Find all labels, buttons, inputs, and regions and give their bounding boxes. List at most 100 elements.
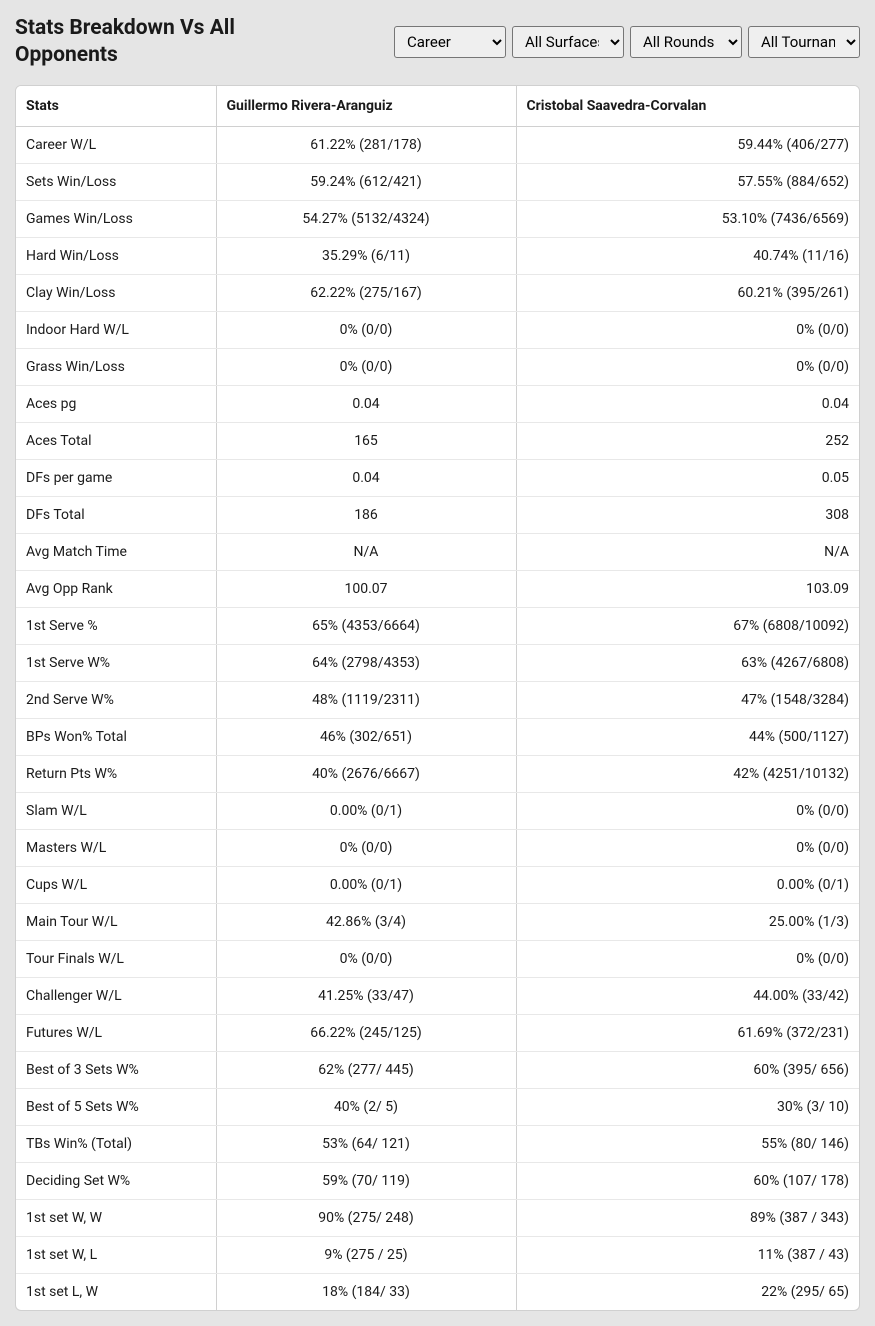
table-header-row: Stats Guillermo Rivera-Aranguiz Cristoba… [16, 86, 859, 127]
player1-value: 100.07 [216, 570, 516, 607]
player2-value: 103.09 [516, 570, 859, 607]
player2-value: 47% (1548/3284) [516, 681, 859, 718]
player2-value: 60.21% (395/261) [516, 274, 859, 311]
table-row: 1st set W, W90% (275/ 248)89% (387 / 343… [16, 1199, 859, 1236]
stat-label: Sets Win/Loss [16, 163, 216, 200]
player1-value: 0% (0/0) [216, 311, 516, 348]
player2-value: 11% (387 / 43) [516, 1236, 859, 1273]
stat-label: Indoor Hard W/L [16, 311, 216, 348]
player2-value: 0% (0/0) [516, 311, 859, 348]
player1-value: 0% (0/0) [216, 940, 516, 977]
player1-value: 59.24% (612/421) [216, 163, 516, 200]
table-row: Slam W/L0.00% (0/1)0% (0/0) [16, 792, 859, 829]
player2-value: 0% (0/0) [516, 829, 859, 866]
stats-table: Stats Guillermo Rivera-Aranguiz Cristoba… [16, 86, 859, 1310]
player2-value: 67% (6808/10092) [516, 607, 859, 644]
stat-label: Aces Total [16, 422, 216, 459]
page-title: Stats Breakdown Vs All Opponents [15, 15, 315, 70]
player1-value: 53% (64/ 121) [216, 1125, 516, 1162]
table-row: 2nd Serve W%48% (1119/2311)47% (1548/328… [16, 681, 859, 718]
filter-rounds[interactable]: All Rounds [630, 26, 742, 58]
table-row: Masters W/L0% (0/0)0% (0/0) [16, 829, 859, 866]
player2-value: 30% (3/ 10) [516, 1088, 859, 1125]
stat-label: Clay Win/Loss [16, 274, 216, 311]
table-row: Challenger W/L41.25% (33/47)44.00% (33/4… [16, 977, 859, 1014]
filter-career[interactable]: Career [394, 26, 506, 58]
player1-value: 186 [216, 496, 516, 533]
player2-value: N/A [516, 533, 859, 570]
player1-value: 41.25% (33/47) [216, 977, 516, 1014]
table-row: Aces Total165252 [16, 422, 859, 459]
table-row: Best of 3 Sets W%62% (277/ 445)60% (395/… [16, 1051, 859, 1088]
player1-value: N/A [216, 533, 516, 570]
stat-label: BPs Won% Total [16, 718, 216, 755]
player1-value: 54.27% (5132/4324) [216, 200, 516, 237]
player2-value: 0.04 [516, 385, 859, 422]
stat-label: Avg Match Time [16, 533, 216, 570]
stat-label: Slam W/L [16, 792, 216, 829]
stat-label: Best of 3 Sets W% [16, 1051, 216, 1088]
table-row: Return Pts W%40% (2676/6667)42% (4251/10… [16, 755, 859, 792]
player1-value: 59% (70/ 119) [216, 1162, 516, 1199]
player2-value: 25.00% (1/3) [516, 903, 859, 940]
table-row: 1st Serve %65% (4353/6664)67% (6808/1009… [16, 607, 859, 644]
filter-surface[interactable]: All Surfaces [512, 26, 624, 58]
column-header-player1: Guillermo Rivera-Aranguiz [216, 86, 516, 127]
player2-value: 40.74% (11/16) [516, 237, 859, 274]
player2-value: 60% (395/ 656) [516, 1051, 859, 1088]
player1-value: 46% (302/651) [216, 718, 516, 755]
stat-label: Aces pg [16, 385, 216, 422]
table-row: Main Tour W/L42.86% (3/4)25.00% (1/3) [16, 903, 859, 940]
stat-label: Futures W/L [16, 1014, 216, 1051]
stat-label: DFs per game [16, 459, 216, 496]
stats-table-container: Stats Guillermo Rivera-Aranguiz Cristoba… [15, 85, 860, 1311]
player2-value: 60% (107/ 178) [516, 1162, 859, 1199]
table-row: 1st Serve W%64% (2798/4353)63% (4267/680… [16, 644, 859, 681]
stat-label: 2nd Serve W% [16, 681, 216, 718]
player2-value: 89% (387 / 343) [516, 1199, 859, 1236]
player1-value: 35.29% (6/11) [216, 237, 516, 274]
player1-value: 62% (277/ 445) [216, 1051, 516, 1088]
table-row: Avg Opp Rank100.07103.09 [16, 570, 859, 607]
player1-value: 40% (2676/6667) [216, 755, 516, 792]
table-row: Clay Win/Loss62.22% (275/167)60.21% (395… [16, 274, 859, 311]
stat-label: Return Pts W% [16, 755, 216, 792]
table-row: DFs Total186308 [16, 496, 859, 533]
stat-label: Hard Win/Loss [16, 237, 216, 274]
table-row: Career W/L61.22% (281/178)59.44% (406/27… [16, 126, 859, 163]
table-row: 1st set L, W18% (184/ 33)22% (295/ 65) [16, 1273, 859, 1310]
player1-value: 0.00% (0/1) [216, 866, 516, 903]
player2-value: 0.00% (0/1) [516, 866, 859, 903]
stat-label: Challenger W/L [16, 977, 216, 1014]
player1-value: 0.04 [216, 459, 516, 496]
table-row: 1st set W, L9% (275 / 25)11% (387 / 43) [16, 1236, 859, 1273]
player2-value: 44.00% (33/42) [516, 977, 859, 1014]
player1-value: 61.22% (281/178) [216, 126, 516, 163]
player2-value: 55% (80/ 146) [516, 1125, 859, 1162]
stat-label: Tour Finals W/L [16, 940, 216, 977]
player2-value: 42% (4251/10132) [516, 755, 859, 792]
table-row: Sets Win/Loss59.24% (612/421)57.55% (884… [16, 163, 859, 200]
player2-value: 59.44% (406/277) [516, 126, 859, 163]
filter-tournaments[interactable]: All Tournaments [748, 26, 860, 58]
table-row: BPs Won% Total46% (302/651)44% (500/1127… [16, 718, 859, 755]
player1-value: 64% (2798/4353) [216, 644, 516, 681]
player1-value: 48% (1119/2311) [216, 681, 516, 718]
player2-value: 0% (0/0) [516, 940, 859, 977]
player2-value: 44% (500/1127) [516, 718, 859, 755]
table-row: Aces pg0.040.04 [16, 385, 859, 422]
table-row: Avg Match TimeN/AN/A [16, 533, 859, 570]
player1-value: 0% (0/0) [216, 829, 516, 866]
table-row: Indoor Hard W/L0% (0/0)0% (0/0) [16, 311, 859, 348]
player1-value: 65% (4353/6664) [216, 607, 516, 644]
player2-value: 57.55% (884/652) [516, 163, 859, 200]
player1-value: 66.22% (245/125) [216, 1014, 516, 1051]
table-row: Futures W/L66.22% (245/125)61.69% (372/2… [16, 1014, 859, 1051]
table-row: Tour Finals W/L0% (0/0)0% (0/0) [16, 940, 859, 977]
table-row: TBs Win% (Total)53% (64/ 121)55% (80/ 14… [16, 1125, 859, 1162]
table-row: Games Win/Loss54.27% (5132/4324)53.10% (… [16, 200, 859, 237]
stat-label: Avg Opp Rank [16, 570, 216, 607]
player2-value: 61.69% (372/231) [516, 1014, 859, 1051]
stat-label: 1st set L, W [16, 1273, 216, 1310]
table-row: DFs per game0.040.05 [16, 459, 859, 496]
